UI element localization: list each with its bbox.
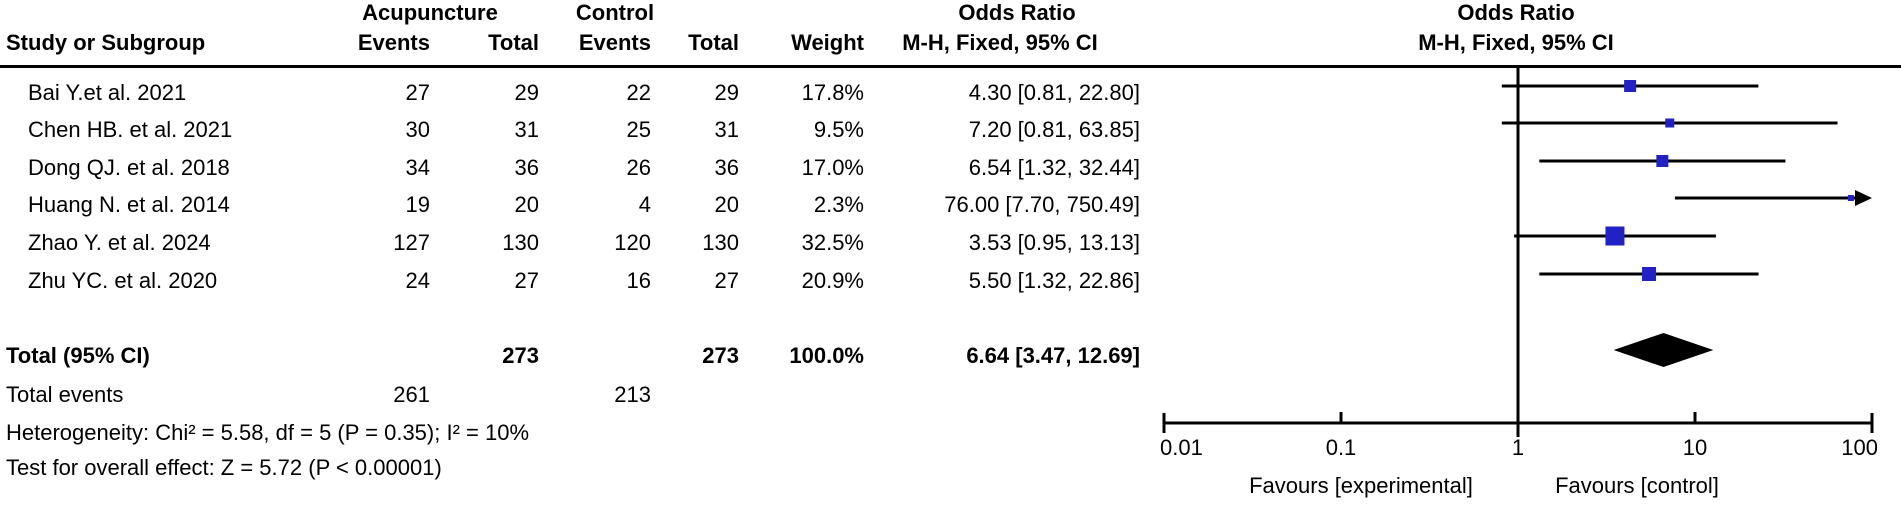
column-header-weight: Weight [791,30,864,55]
total-row-ci: 6.64 [3.47, 12.69] [966,343,1140,368]
total-events-acupuncture: 261 [393,382,430,407]
study-row-cell-e1: 34 [405,155,430,180]
odds-ratio-header-plot: Odds Ratio [1457,0,1575,25]
heterogeneity-stats: Heterogeneity: Chi² = 5.58, df = 5 (P = … [6,420,530,445]
study-marker [1605,226,1625,246]
study-row-cell-t1: 130 [502,230,539,255]
study-row-cell-ci: 7.20 [0.81, 63.85] [968,117,1140,142]
axis-tick-label: 1 [1512,435,1524,460]
study-row-cell-weight: 20.9% [801,268,864,293]
odds-ratio-header-table: Odds Ratio [958,0,1076,25]
study-row-cell-ci: 6.54 [1.32, 32.44] [968,155,1140,180]
study-marker [1847,195,1854,201]
study-marker [1665,118,1675,128]
ci-arrow-right [1855,190,1872,206]
study-row-cell-ci: 5.50 [1.32, 22.86] [968,268,1140,293]
study-row-cell-weight: 9.5% [813,117,864,142]
study-row-cell-study: Zhao Y. et al. 2024 [28,230,211,255]
column-header-total1: Total [488,30,539,55]
column-header-events2: Events [578,30,651,55]
study-row-cell-e1: 27 [405,80,430,105]
study-row-cell-e2: 4 [638,192,651,217]
study-row-cell-e2: 25 [626,117,651,142]
study-row-cell-t2: 20 [714,192,739,217]
study-row-cell-e2: 26 [626,155,651,180]
study-row-cell-study: Bai Y.et al. 2021 [28,80,187,105]
study-marker [1624,80,1637,92]
total-diamond [1613,333,1714,367]
total-row-total2: 273 [702,343,739,368]
study-row-cell-t1: 29 [514,80,539,105]
study-row-cell-study: Chen HB. et al. 2021 [28,117,233,142]
study-row-cell-study: Huang N. et al. 2014 [28,192,230,217]
favours-control-label: Favours [control] [1555,473,1719,498]
study-row-cell-weight: 2.3% [813,192,864,217]
column-header-total2: Total [688,30,739,55]
study-row-cell-t1: 27 [514,268,539,293]
study-row-cell-weight: 17.0% [801,155,864,180]
header-divider [0,65,1901,68]
study-row-cell-ci: 4.30 [0.81, 22.80] [968,80,1140,105]
group-header-acupuncture: Acupuncture [362,0,498,25]
axis-tick-label: 0.1 [1326,435,1357,460]
study-row-cell-weight: 17.8% [801,80,864,105]
study-row-cell-t2: 31 [714,117,739,142]
study-row-cell-t1: 31 [514,117,539,142]
study-row-cell-e2: 120 [614,230,651,255]
study-row-cell-e2: 16 [626,268,651,293]
study-row-cell-e1: 24 [405,268,430,293]
axis-tick-label: 10 [1683,435,1707,460]
study-row-cell-e2: 22 [626,80,651,105]
study-row-cell-study: Dong QJ. et al. 2018 [28,155,230,180]
study-row-cell-ci: 76.00 [7.70, 750.49] [944,192,1140,217]
overall-effect-stats: Test for overall effect: Z = 5.72 (P < 0… [6,455,442,480]
study-row-cell-e1: 19 [405,192,430,217]
group-header-control: Control [575,0,655,25]
total-row-total1: 273 [502,343,539,368]
study-row-cell-e1: 127 [393,230,430,255]
column-header-study: Study or Subgroup [6,30,206,55]
study-row-cell-weight: 32.5% [801,230,864,255]
axis-tick-label: 0.01 [1160,435,1203,460]
total-events-label: Total events [6,382,124,407]
study-row-cell-t2: 29 [714,80,739,105]
favours-experimental-label: Favours [experimental] [1249,473,1473,498]
study-marker [1656,155,1669,167]
column-header-events1: Events [357,30,430,55]
column-header-ci: M-H, Fixed, 95% CI [902,30,1098,55]
axis-tick-label: 100 [1841,435,1878,460]
study-row-cell-t2: 27 [714,268,739,293]
study-row-cell-t2: 130 [702,230,739,255]
total-row-label: Total (95% CI) [6,343,150,368]
study-row-cell-t1: 20 [514,192,539,217]
column-header-ci-plot: M-H, Fixed, 95% CI [1418,30,1614,55]
total-row-weight: 100.0% [789,343,864,368]
total-events-control: 213 [614,382,651,407]
study-row-cell-ci: 3.53 [0.95, 13.13] [968,230,1140,255]
study-row-cell-e1: 30 [405,117,430,142]
study-row-cell-t1: 36 [514,155,539,180]
study-row-cell-t2: 36 [714,155,739,180]
study-marker [1642,267,1657,281]
study-row-cell-study: Zhu YC. et al. 2020 [28,268,218,293]
